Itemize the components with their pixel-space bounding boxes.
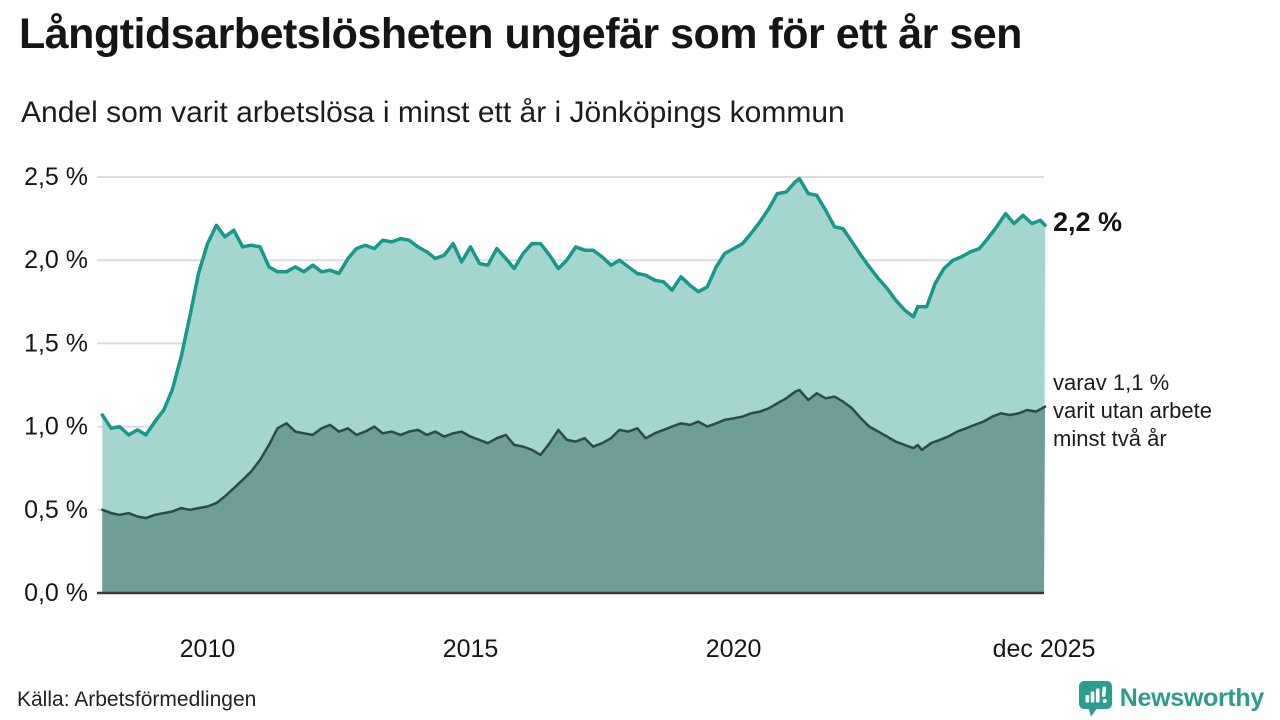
unemployed-1yr-line bbox=[100, 176, 1047, 437]
page-title: Långtidsarbetslösheten ungefär som för e… bbox=[19, 10, 1022, 58]
newsworthy-logo: Newsworthy bbox=[1078, 680, 1264, 717]
newsworthy-bubble-icon bbox=[1078, 681, 1112, 717]
two-year-annotation: varav 1,1 % varit utan arbete minst två … bbox=[1053, 369, 1212, 453]
y-axis-tick-label: 2,5 % bbox=[24, 163, 88, 191]
two-year-annotation-line1: varav 1,1 % bbox=[1053, 370, 1170, 395]
x-axis-tick-label: 2010 bbox=[180, 635, 236, 663]
x-axis-tick-label: 2015 bbox=[443, 635, 499, 663]
source-note: Källa: Arbetsförmedlingen bbox=[17, 688, 257, 711]
x-axis-tick-label: 2020 bbox=[706, 635, 762, 663]
newsworthy-wordmark: Newsworthy bbox=[1119, 684, 1265, 712]
y-axis-tick-label: 1,0 % bbox=[24, 413, 88, 441]
unemployed-2yr-line bbox=[101, 388, 1047, 520]
y-axis-tick-label: 2,0 % bbox=[24, 246, 88, 274]
y-axis-tick-label: 1,5 % bbox=[24, 329, 88, 357]
y-axis-tick-label: 0,5 % bbox=[24, 496, 88, 524]
y-axis-tick-label: 0,0 % bbox=[24, 579, 88, 607]
two-year-annotation-line3: minst två år bbox=[1053, 426, 1167, 451]
chart-subtitle: Andel som varit arbetslösa i minst ett å… bbox=[21, 96, 845, 129]
two-year-annotation-line2: varit utan arbete bbox=[1053, 398, 1212, 423]
latest-value-label: 2,2 % bbox=[1053, 207, 1123, 237]
unemployed-2yr-area bbox=[102, 390, 1046, 593]
x-axis-tick-label: dec 2025 bbox=[993, 635, 1096, 663]
